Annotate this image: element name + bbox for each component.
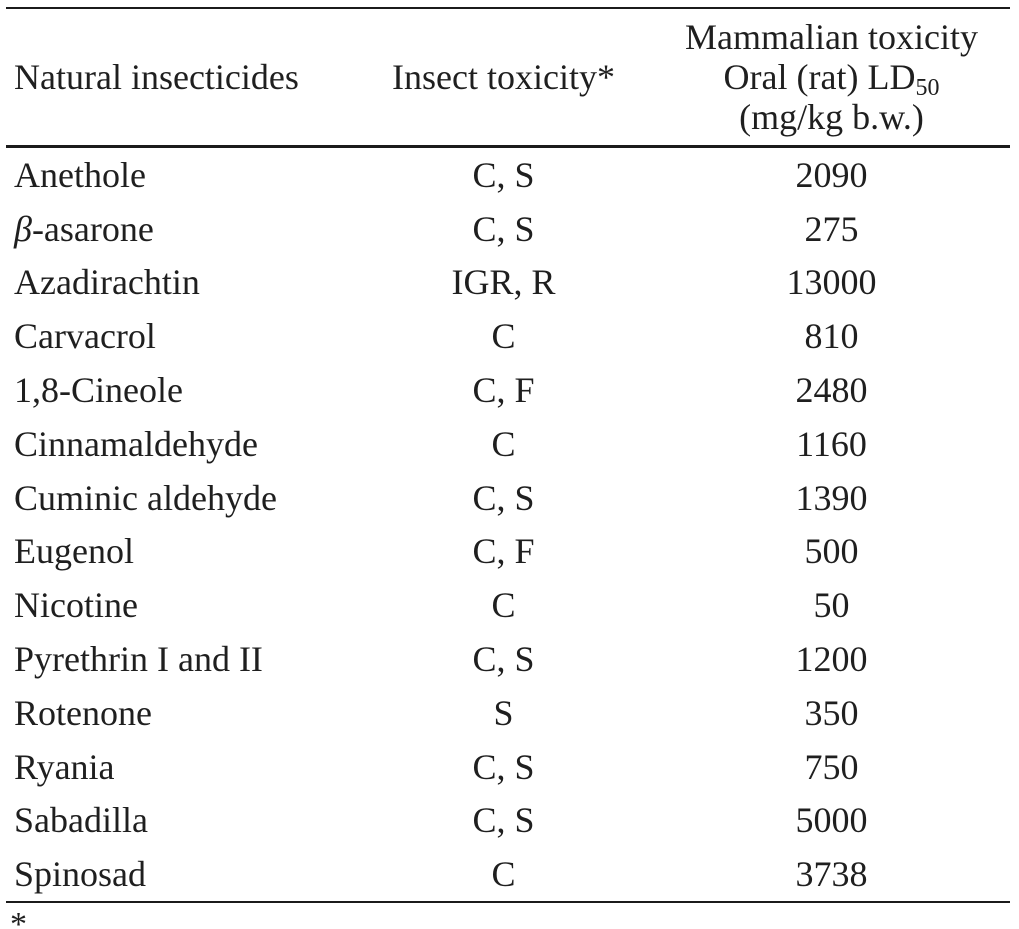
insect-toxicity-value: C, F xyxy=(472,531,535,572)
ld50-value: 50 xyxy=(813,585,850,626)
insecticide-name: Sabadilla xyxy=(14,800,148,841)
table-row: Cuminic aldehyde C, S 1390 xyxy=(6,471,1010,525)
table-body: Anethole C, S 2090 β-asarone C, S 275 Az… xyxy=(6,148,1010,904)
header-insect-toxicity: Insect toxicity* xyxy=(392,57,615,97)
insecticide-name: Nicotine xyxy=(14,585,138,626)
insecticide-name: Azadirachtin xyxy=(14,262,200,303)
table-row: Rotenone S 350 xyxy=(6,686,1010,740)
header-mammalian-toxicity-line3: (mg/kg b.w.) xyxy=(739,97,924,137)
insecticide-name: Rotenone xyxy=(14,692,152,733)
table-row: Nicotine C 50 xyxy=(6,578,1010,632)
insect-toxicity-value: C, F xyxy=(472,370,535,411)
insecticide-name: Spinosad xyxy=(14,854,147,895)
table-row: 1,8-Cineole C, F 2480 xyxy=(6,363,1010,417)
insect-toxicity-value: C xyxy=(491,854,516,895)
insect-toxicity-value: C, S xyxy=(472,800,535,841)
insecticide-name: 1,8-Cineole xyxy=(14,370,183,411)
insect-toxicity-value: C xyxy=(491,316,516,357)
table-row: β-asarone C, S 275 xyxy=(6,202,1010,256)
insect-toxicity-value: C, S xyxy=(472,477,535,518)
ld50-value: 350 xyxy=(804,692,859,733)
insect-toxicity-value: C xyxy=(491,423,516,464)
insecticide-name: Eugenol xyxy=(14,531,134,572)
ld50-value: 13000 xyxy=(786,262,877,303)
table-row: Sabadilla C, S 5000 xyxy=(6,794,1010,848)
table-row: Cinnamaldehyde C 1160 xyxy=(6,417,1010,471)
insect-toxicity-value: S xyxy=(493,692,514,733)
ld50-value: 750 xyxy=(804,746,859,787)
header-mammalian-toxicity: Mammalian toxicity Oral (rat) LD50 (mg/k… xyxy=(671,17,1010,137)
insect-toxicity-value: C, S xyxy=(472,746,535,787)
footnote-asterisk: * xyxy=(10,906,27,929)
table-row: Ryania C, S 750 xyxy=(6,740,1010,794)
table-row: Eugenol C, F 500 xyxy=(6,525,1010,579)
insecticide-name: Cinnamaldehyde xyxy=(14,423,258,464)
table-row: Carvacrol C 810 xyxy=(6,309,1010,363)
insecticide-name: Anethole xyxy=(14,154,146,195)
ld50-subscript: 50 xyxy=(915,75,940,101)
header-oral-rat-ld: Oral (rat) LD xyxy=(723,57,916,97)
insect-toxicity-value: C, S xyxy=(472,639,535,680)
insecticide-name: Ryania xyxy=(14,746,115,787)
ld50-value: 275 xyxy=(804,208,859,249)
table-row: Spinosad C 3738 xyxy=(6,847,1010,901)
ld50-value: 2480 xyxy=(795,370,868,411)
ld50-value: 1200 xyxy=(795,639,868,680)
ld50-value: 3738 xyxy=(795,854,868,895)
insecticide-toxicity-table: Natural insecticides Insect toxicity* Ma… xyxy=(6,7,1010,928)
insecticide-name: Cuminic aldehyde xyxy=(14,477,277,518)
header-mammalian-toxicity-line2: Oral (rat) LD50 xyxy=(671,57,992,100)
ld50-value: 810 xyxy=(804,316,859,357)
ld50-value: 5000 xyxy=(795,800,868,841)
table-row: Anethole C, S 2090 xyxy=(6,148,1010,202)
insecticide-name: Carvacrol xyxy=(14,316,156,357)
insect-toxicity-value: IGR, R xyxy=(451,262,556,303)
ld50-value: 2090 xyxy=(795,154,868,195)
table-row: Azadirachtin IGR, R 13000 xyxy=(6,256,1010,310)
insect-toxicity-value: C, S xyxy=(472,154,535,195)
table-row: Pyrethrin I and II C, S 1200 xyxy=(6,632,1010,686)
insect-toxicity-value: C xyxy=(491,585,516,626)
insecticide-name: β-asarone xyxy=(14,208,154,249)
ld50-value: 500 xyxy=(804,531,859,572)
insect-toxicity-value: C, S xyxy=(472,208,535,249)
header-natural-insecticides: Natural insecticides xyxy=(14,57,299,97)
insecticide-name: Pyrethrin I and II xyxy=(14,639,263,680)
ld50-value: 1390 xyxy=(795,477,868,518)
ld50-value: 1160 xyxy=(796,423,867,464)
table-header-row: Natural insecticides Insect toxicity* Ma… xyxy=(6,9,1010,148)
header-mammalian-toxicity-line1: Mammalian toxicity xyxy=(685,17,978,57)
